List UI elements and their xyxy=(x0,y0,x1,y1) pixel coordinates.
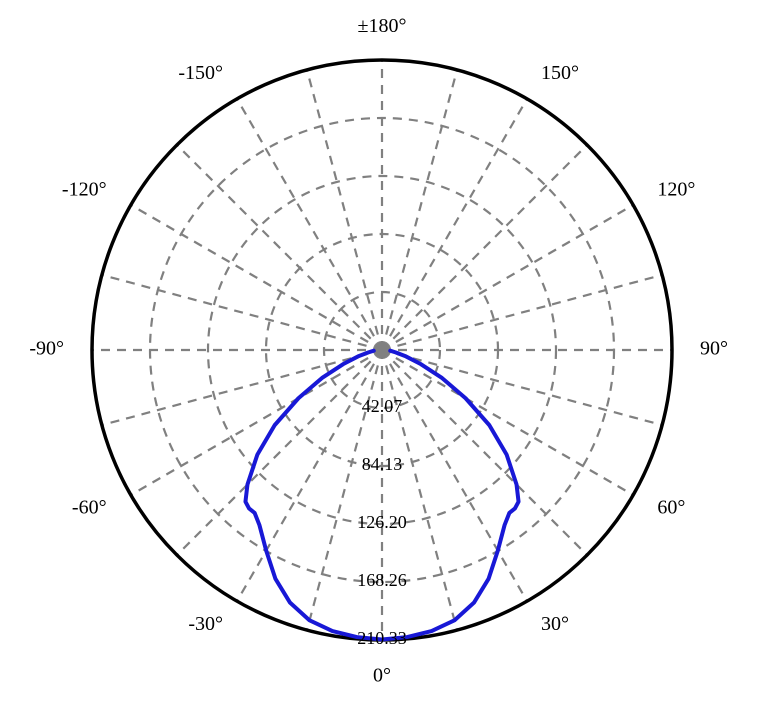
center-hub xyxy=(377,345,387,355)
svg-text:0°: 0° xyxy=(373,665,391,687)
svg-text:84.13: 84.13 xyxy=(362,454,403,474)
svg-text:210.33: 210.33 xyxy=(357,628,407,648)
svg-text:±180°: ±180° xyxy=(358,15,407,37)
polar-chart: 42.07 84.13 126.20 168.26 210.33 0° 30° 60° 90° 1… xyxy=(0,0,764,710)
svg-text:126.20: 126.20 xyxy=(357,512,407,532)
svg-text:30°: 30° xyxy=(541,613,569,635)
svg-text:-150°: -150° xyxy=(178,62,223,84)
svg-text:-60°: -60° xyxy=(72,497,107,519)
svg-text:168.26: 168.26 xyxy=(357,570,407,590)
svg-text:60°: 60° xyxy=(657,497,685,519)
svg-text:-30°: -30° xyxy=(188,613,223,635)
svg-text:150°: 150° xyxy=(541,62,579,84)
svg-text:-90°: -90° xyxy=(29,338,64,360)
svg-text:120°: 120° xyxy=(657,179,695,201)
svg-text:90°: 90° xyxy=(700,338,728,360)
svg-text:-120°: -120° xyxy=(62,179,107,201)
svg-text:42.07: 42.07 xyxy=(362,396,403,416)
